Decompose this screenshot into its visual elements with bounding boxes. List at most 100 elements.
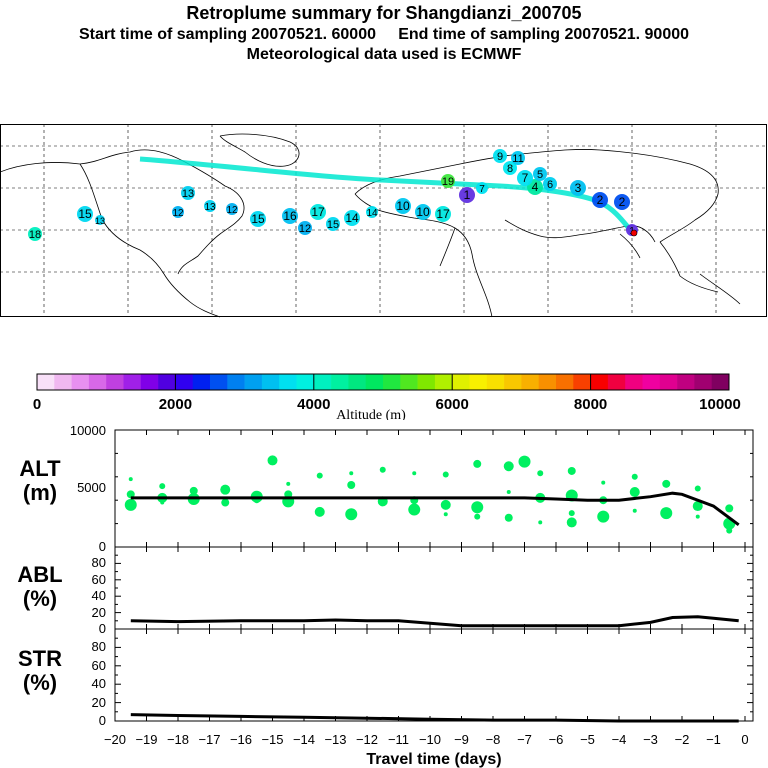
cluster-marker: 10: [415, 204, 431, 220]
colorbar-cell: [227, 374, 245, 390]
x-tick-label: −13: [324, 732, 346, 747]
alt-scatter-point: [538, 520, 543, 525]
colorbar-cells: [37, 374, 730, 390]
x-tick-label: −5: [580, 732, 595, 747]
colorbar-tick-2000: 2000: [159, 396, 192, 413]
alt-scatter-point: [443, 512, 448, 517]
colorbar-cell: [434, 374, 453, 390]
alt-scatter-point: [629, 487, 640, 498]
cluster-marker-label: 2: [619, 195, 626, 209]
cluster-marker-label: 12: [226, 205, 238, 216]
cluster-marker: 13: [95, 215, 105, 226]
cluster-marker-label: 15: [78, 207, 92, 221]
abl-ytick-60: 60: [92, 572, 106, 587]
cluster-marker: 15: [250, 211, 266, 227]
x-tick-label: −18: [167, 732, 189, 747]
cluster-marker: 15: [326, 217, 340, 231]
x-tick-label: −9: [454, 732, 469, 747]
chart-title: Retroplume summary for Shangdianzi_20070…: [186, 3, 582, 23]
abl-series-line: [130, 615, 739, 628]
x-tick-label: −2: [675, 732, 690, 747]
colorbar-cell: [556, 374, 574, 390]
cluster-marker-label: 12: [299, 223, 311, 235]
alt-ytick-10000: 10000: [70, 423, 106, 438]
alt-scatter-point: [473, 459, 482, 468]
colorbar-cell: [158, 374, 176, 390]
cluster-marker: 18: [28, 227, 42, 241]
alt-scatter-point: [349, 471, 354, 476]
cluster-marker: 7: [476, 182, 488, 195]
cluster-marker: 14: [366, 206, 378, 219]
colorbar-cell: [279, 374, 297, 390]
abl-unit: (%): [23, 586, 57, 611]
alt-scatter-point: [726, 527, 733, 534]
cluster-marker-label: 9: [497, 151, 503, 163]
axis-ticks: [114, 429, 753, 722]
cluster-marker: 2: [614, 194, 630, 210]
x-tick-label: −3: [643, 732, 658, 747]
cluster-marker-label: 6: [547, 179, 553, 191]
colorbar-cell: [521, 374, 539, 390]
alt-scatter-point: [725, 504, 734, 513]
colorbar-cell: [365, 374, 384, 390]
alt-scatter-point: [474, 513, 481, 520]
alt-scatter-point: [662, 479, 671, 488]
cluster-marker: 19: [441, 174, 455, 188]
x-tick-label: −7: [517, 732, 532, 747]
alt-scatter-point: [568, 510, 575, 517]
colorbar-cell: [313, 374, 332, 390]
map-gridlines: [0, 124, 767, 317]
alt-scatter-point: [267, 455, 278, 466]
cluster-marker: 6: [543, 177, 557, 191]
alt-scatter-point: [566, 517, 577, 528]
x-tick-label: −10: [419, 732, 441, 747]
colorbar-cell: [71, 374, 90, 390]
x-tick-label: −15: [261, 732, 283, 747]
cluster-marker-label: 13: [204, 202, 216, 213]
alt-scatter-point: [314, 506, 325, 517]
colorbar-cell: [607, 374, 626, 390]
cluster-marker-label: 11: [512, 153, 523, 165]
colorbar-tick-0: 0: [33, 396, 41, 413]
alt-ytick-0: 0: [99, 539, 106, 554]
x-tick-label: −17: [198, 732, 220, 747]
cluster-marker: 12: [226, 203, 238, 216]
cluster-marker-label: 10: [396, 199, 410, 213]
cluster-marker-label: 13: [182, 188, 194, 200]
colorbar-cell: [123, 374, 142, 390]
alt-scatter-point: [660, 507, 673, 520]
sampling-times: Start time of sampling 20070521. 60000 E…: [78, 26, 690, 43]
cluster-marker: 16: [282, 208, 298, 224]
x-tick-label: −8: [486, 732, 501, 747]
met-data-source: Meteorological data used is ECMWF: [246, 46, 522, 63]
alt-scatter: [124, 455, 736, 534]
colorbar-cell: [625, 374, 643, 390]
alt-scatter-point: [408, 503, 421, 516]
alt-scatter-point: [221, 498, 230, 507]
colorbar-cell: [659, 374, 678, 390]
colorbar-tick-8000: 8000: [574, 396, 607, 413]
cluster-marker-label: 15: [327, 219, 339, 231]
cluster-marker: 8: [503, 161, 517, 175]
x-axis-label: Travel time (days): [366, 751, 501, 768]
cluster-marker-label: 7: [479, 184, 485, 195]
colorbar-cell: [210, 374, 228, 390]
colorbar-cell: [400, 374, 418, 390]
cluster-marker-label: 2: [597, 193, 604, 207]
alt-unit: (m): [23, 480, 57, 505]
alt-scatter-point: [440, 499, 451, 510]
cluster-marker-label: 4: [532, 180, 539, 194]
x-tick-label: −11: [388, 732, 409, 747]
alt-scatter-point: [128, 477, 133, 482]
cluster-marker: 12: [298, 221, 312, 235]
colorbar-label: Altitude (m): [336, 408, 406, 420]
str-ytick-40: 40: [92, 676, 106, 691]
alt-scatter-point: [412, 471, 417, 476]
abl-ytick-80: 80: [92, 555, 106, 570]
cluster-marker-label: 5: [537, 169, 543, 181]
source-site-marker: [630, 229, 638, 237]
alt-scatter-point: [220, 484, 231, 495]
cluster-marker-label: 7: [522, 171, 529, 185]
cluster-marker-label: 8: [507, 163, 513, 175]
str-ytick-60: 60: [92, 658, 106, 673]
